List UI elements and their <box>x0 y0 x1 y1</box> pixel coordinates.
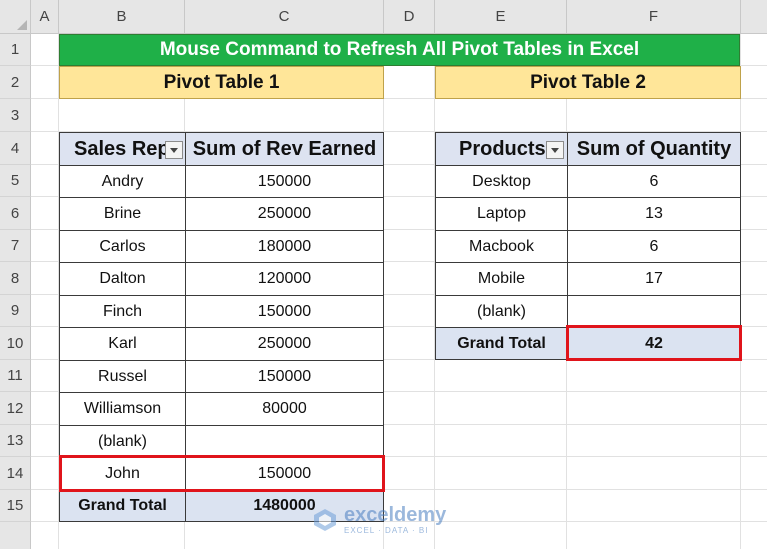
column-header-b[interactable]: B <box>59 0 185 34</box>
column-header-d[interactable]: D <box>384 0 435 34</box>
row-header-5[interactable]: 5 <box>0 165 31 197</box>
pivot2-grand-total-label[interactable]: Grand Total <box>435 327 568 360</box>
row-header-7[interactable]: 7 <box>0 230 31 262</box>
pivot1-value-cell[interactable] <box>185 425 384 458</box>
row-header-13[interactable]: 13 <box>0 425 31 457</box>
pivot1-value-cell[interactable]: 80000 <box>185 392 384 426</box>
pivot1-value-cell[interactable]: 150000 <box>185 295 384 328</box>
row-header-12[interactable]: 12 <box>0 392 31 425</box>
sales-rep-filter-dropdown[interactable] <box>165 141 183 159</box>
pivot2-value-cell[interactable] <box>567 295 741 328</box>
chevron-down-icon <box>551 147 559 153</box>
row-header-8[interactable]: 8 <box>0 262 31 295</box>
row-header-16[interactable] <box>0 522 31 549</box>
watermark-tagline: EXCEL · DATA · BI <box>344 526 429 535</box>
pivot1-value-cell[interactable]: 180000 <box>185 230 384 263</box>
pivot1-rep-cell[interactable]: Dalton <box>59 262 186 296</box>
pivot2-product-cell[interactable]: Laptop <box>435 197 568 231</box>
pivot1-rep-cell[interactable]: Russel <box>59 360 186 393</box>
pivot2-product-cell[interactable]: Desktop <box>435 165 568 198</box>
pivot2-header-products-label: Products <box>459 137 546 160</box>
row-header-2[interactable]: 2 <box>0 66 31 99</box>
pivot1-header-sales-rep-label: Sales Rep <box>74 137 167 160</box>
exceldemy-watermark: exceldemy EXCEL · DATA · BI <box>312 500 446 540</box>
column-header-f[interactable]: F <box>567 0 741 34</box>
row-header-15[interactable]: 15 <box>0 490 31 522</box>
row-header-11[interactable]: 11 <box>0 360 31 392</box>
pivot1-value-cell[interactable]: 250000 <box>185 327 384 361</box>
column-header-e[interactable]: E <box>435 0 567 34</box>
pivot1-grand-total-value[interactable]: 1480000 <box>185 490 384 522</box>
exceldemy-logo-icon <box>312 507 338 533</box>
column-header-c[interactable]: C <box>185 0 384 34</box>
pivot2-value-cell[interactable]: 17 <box>567 262 741 296</box>
row-header-4[interactable]: 4 <box>0 132 31 165</box>
chevron-down-icon <box>170 147 178 153</box>
row-header-9[interactable]: 9 <box>0 295 31 327</box>
new-row-highlight <box>59 455 385 492</box>
pivot1-rep-cell[interactable]: Karl <box>59 327 186 361</box>
pivot1-header-sales-rep[interactable]: Sales Rep <box>59 132 186 166</box>
column-header-a[interactable]: A <box>31 0 59 34</box>
pivot1-value-cell[interactable]: 250000 <box>185 197 384 231</box>
pivot1-header-sum-rev[interactable]: Sum of Rev Earned <box>185 132 384 166</box>
pivot1-rep-cell[interactable]: Finch <box>59 295 186 328</box>
pivot1-value-cell[interactable]: 150000 <box>185 360 384 393</box>
pivot2-product-cell[interactable]: Macbook <box>435 230 568 263</box>
products-filter-dropdown[interactable] <box>546 141 564 159</box>
pivot2-product-cell[interactable]: Mobile <box>435 262 568 296</box>
pivot1-rep-cell[interactable]: Andry <box>59 165 186 198</box>
pivot1-value-cell[interactable]: 150000 <box>185 165 384 198</box>
pivot1-rep-cell[interactable]: Brine <box>59 197 186 231</box>
row-header-14[interactable]: 14 <box>0 457 31 490</box>
pivot1-rep-cell[interactable]: Carlos <box>59 230 186 263</box>
pivot2-header-products[interactable]: Products <box>435 132 568 166</box>
select-all-corner[interactable] <box>0 0 31 34</box>
pivot-table-1-label[interactable]: Pivot Table 1 <box>59 66 384 99</box>
pivot-table-2-label[interactable]: Pivot Table 2 <box>435 66 741 99</box>
pivot2-header-sum-quantity[interactable]: Sum of Quantity <box>567 132 741 166</box>
sheet-title[interactable]: Mouse Command to Refresh All Pivot Table… <box>59 34 740 66</box>
row-header-1[interactable]: 1 <box>0 34 31 66</box>
pivot2-product-cell[interactable]: (blank) <box>435 295 568 328</box>
pivot1-rep-cell[interactable]: Williamson <box>59 392 186 426</box>
total-highlight <box>566 325 742 361</box>
pivot1-rep-cell[interactable]: John <box>59 457 186 491</box>
row-header-6[interactable]: 6 <box>0 197 31 230</box>
row-header-3[interactable]: 3 <box>0 99 31 132</box>
pivot1-grand-total-label[interactable]: Grand Total <box>59 490 186 522</box>
column-header-g[interactable] <box>741 0 767 34</box>
watermark-name: exceldemy <box>344 504 447 526</box>
pivot2-value-cell[interactable]: 6 <box>567 230 741 263</box>
select-all-icon <box>17 20 27 30</box>
pivot1-rep-cell[interactable]: (blank) <box>59 425 186 458</box>
pivot1-value-cell[interactable]: 120000 <box>185 262 384 296</box>
pivot2-value-cell[interactable]: 13 <box>567 197 741 231</box>
pivot2-value-cell[interactable]: 6 <box>567 165 741 198</box>
row-header-10[interactable]: 10 <box>0 327 31 360</box>
